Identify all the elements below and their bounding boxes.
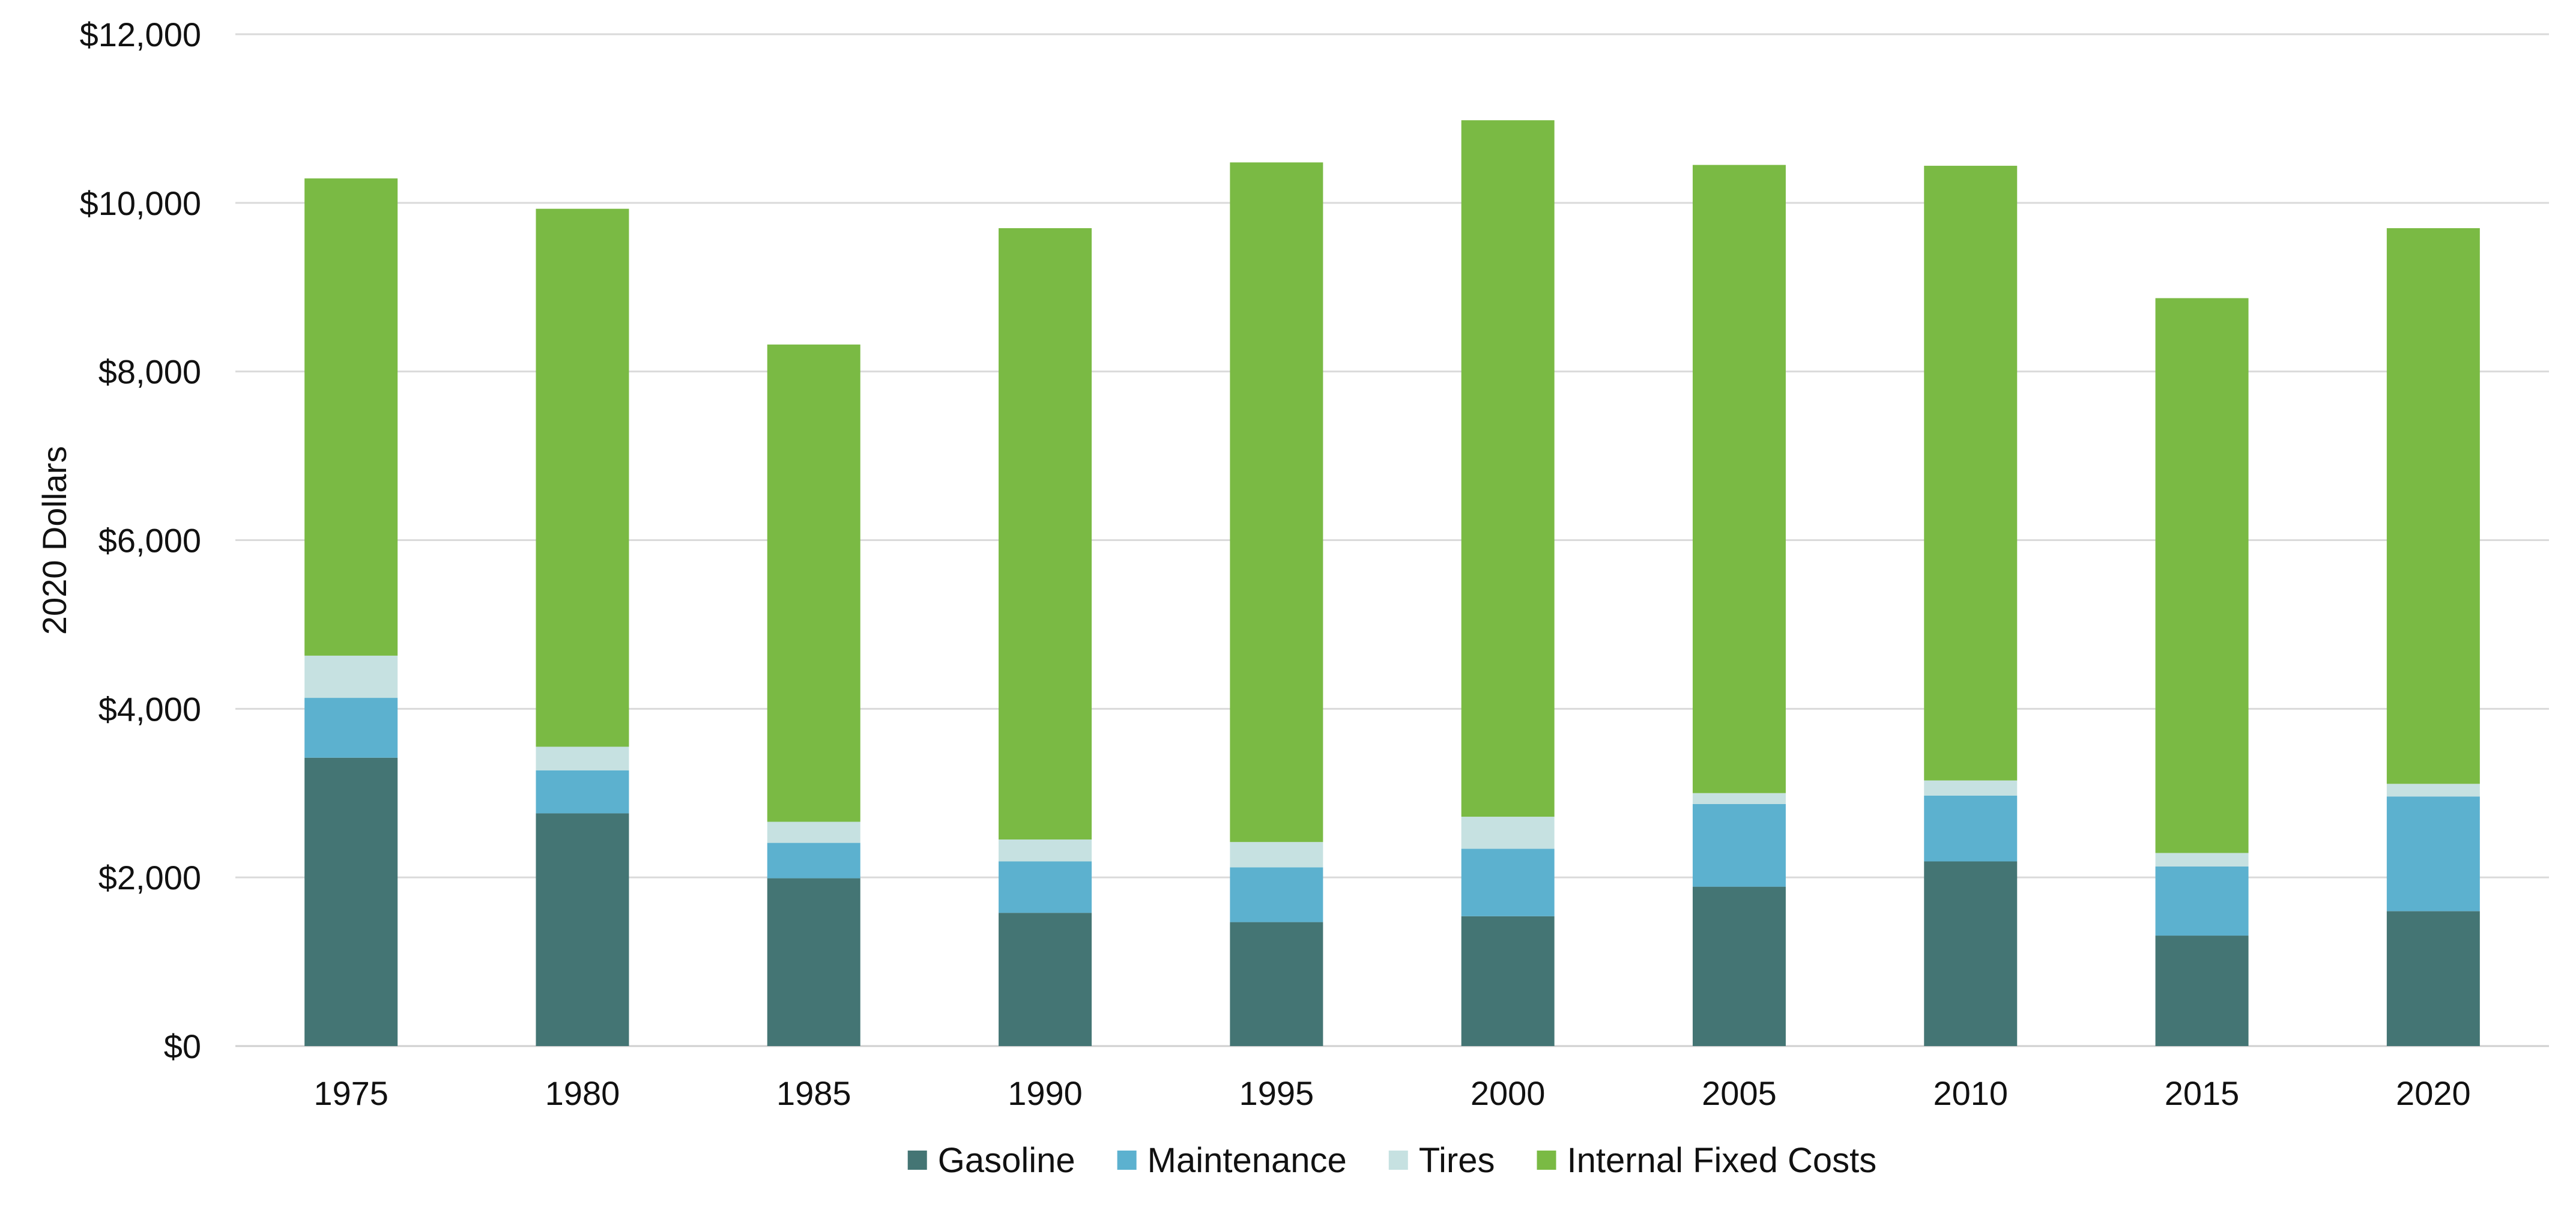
bar-segment (1461, 817, 1555, 849)
bar-segment (1230, 922, 1323, 1046)
bar-segment (1461, 120, 1555, 817)
x-tick-label: 1995 (1239, 1074, 1314, 1112)
x-tick-label: 1990 (1008, 1074, 1083, 1112)
bar-segment (536, 813, 629, 1046)
bar-segment (1924, 861, 2018, 1046)
bar-segment (999, 839, 1092, 862)
bar-segment (1461, 849, 1555, 916)
bar-segment (767, 878, 860, 1046)
bar-segment (1924, 166, 2018, 781)
x-tick-label: 2010 (1933, 1074, 2008, 1112)
legend-swatch (1117, 1151, 1137, 1170)
bar-segment (1461, 916, 1555, 1046)
bar-segment (304, 698, 398, 758)
bar-segment (999, 861, 1092, 913)
legend-item: Maintenance (1117, 1141, 1347, 1180)
x-tick-label: 2005 (1702, 1074, 1777, 1112)
bar-segment (304, 178, 398, 656)
y-tick-label: $6,000 (98, 522, 201, 560)
bar-segment (536, 770, 629, 814)
y-axis-title: 2020 Dollars (35, 446, 73, 635)
x-tick-label: 1985 (776, 1074, 851, 1112)
x-tick-label: 2000 (1471, 1074, 1546, 1112)
bar-segment (304, 655, 398, 698)
legend-item: Gasoline (907, 1141, 1075, 1180)
bar-segment (767, 344, 860, 822)
legend-swatch (907, 1151, 927, 1170)
bar-segment (536, 746, 629, 770)
bar-segment (1692, 804, 1786, 887)
legend-label: Maintenance (1147, 1141, 1347, 1180)
bar-segment (2155, 853, 2249, 867)
legend-item: Tires (1388, 1141, 1495, 1180)
legend-swatch (1537, 1151, 1556, 1170)
bar-segment (1692, 886, 1786, 1046)
y-tick-label: $2,000 (98, 859, 201, 897)
bar-segment (2386, 911, 2480, 1046)
bar-segment (2155, 936, 2249, 1046)
legend-label: Gasoline (938, 1141, 1075, 1180)
bar-segment (1924, 780, 2018, 796)
legend-swatch (1388, 1151, 1408, 1170)
bar-segment (2155, 866, 2249, 936)
bar-segment (1924, 795, 2018, 862)
bar-segment (999, 913, 1092, 1046)
y-tick-label: $8,000 (98, 353, 201, 391)
legend: Gasoline Maintenance Tires Internal Fixed C… (907, 1141, 1877, 1180)
bar-segment (536, 208, 629, 747)
x-axis-ticks: 1975 1980 1985 1990 1995 2000 2005 2010 2015 2020 (313, 1074, 2470, 1112)
bar-segment (1692, 793, 1786, 805)
bar-segment (1230, 842, 1323, 868)
bars (304, 120, 2480, 1046)
bar-segment (999, 228, 1092, 839)
y-tick-label: $0 (164, 1027, 201, 1065)
bar-segment (1230, 867, 1323, 922)
bar-segment (2386, 784, 2480, 797)
x-tick-label: 1980 (545, 1074, 620, 1112)
x-tick-label: 2020 (2396, 1074, 2471, 1112)
y-tick-label: $4,000 (98, 690, 201, 728)
y-tick-label: $10,000 (80, 184, 201, 222)
y-axis-ticks: $0 $2,000 $4,000 $6,000 $8,000 $10,000 $12,000 (80, 16, 201, 1065)
bar-segment (2386, 796, 2480, 912)
bar-segment (2386, 228, 2480, 784)
y-tick-label: $12,000 (80, 16, 201, 53)
x-tick-label: 1975 (313, 1074, 389, 1112)
bar-segment (767, 842, 860, 879)
legend-label: Internal Fixed Costs (1567, 1141, 1877, 1180)
bar-segment (767, 821, 860, 843)
bar-segment (1230, 162, 1323, 842)
legend-label: Tires (1419, 1141, 1495, 1180)
bar-segment (304, 757, 398, 1046)
legend-item: Internal Fixed Costs (1537, 1141, 1877, 1180)
x-tick-label: 2015 (2165, 1074, 2240, 1112)
bar-segment (1692, 165, 1786, 793)
bar-segment (2155, 298, 2249, 853)
